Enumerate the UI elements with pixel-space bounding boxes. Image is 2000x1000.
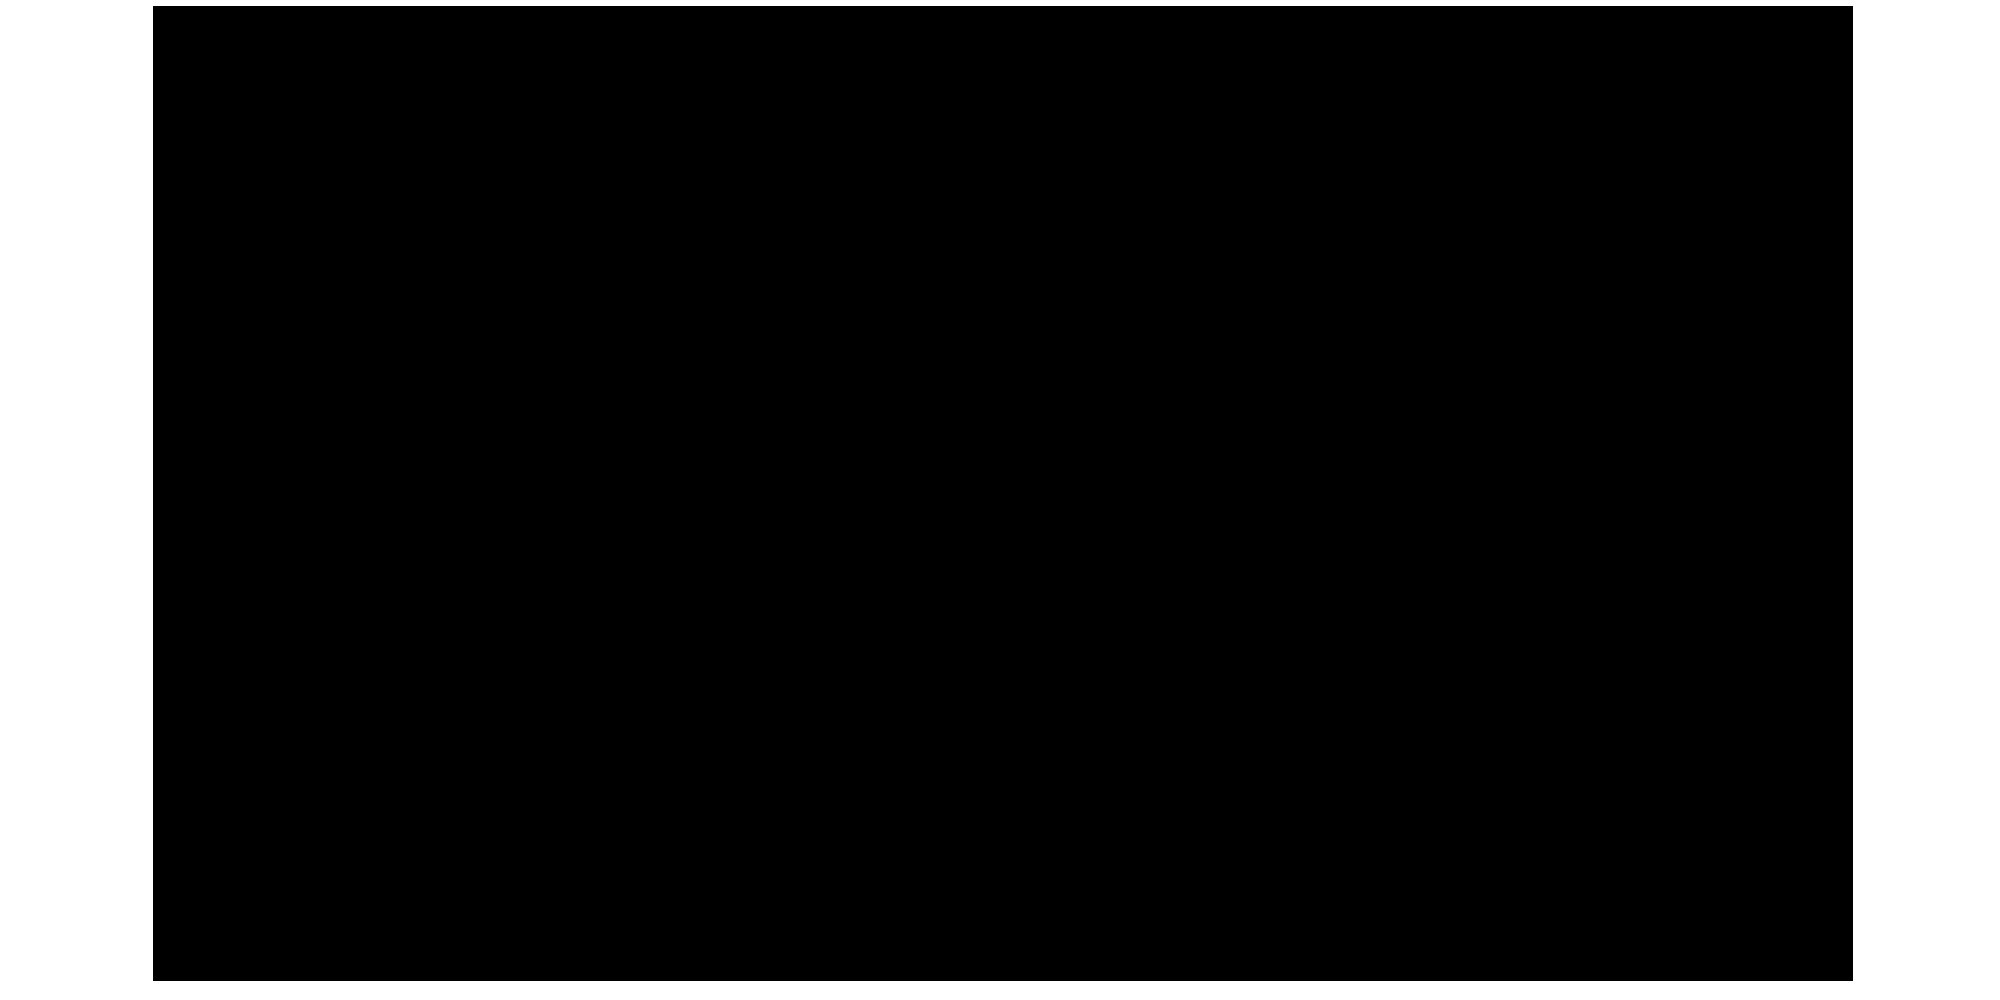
word-cloud [153, 6, 1853, 981]
